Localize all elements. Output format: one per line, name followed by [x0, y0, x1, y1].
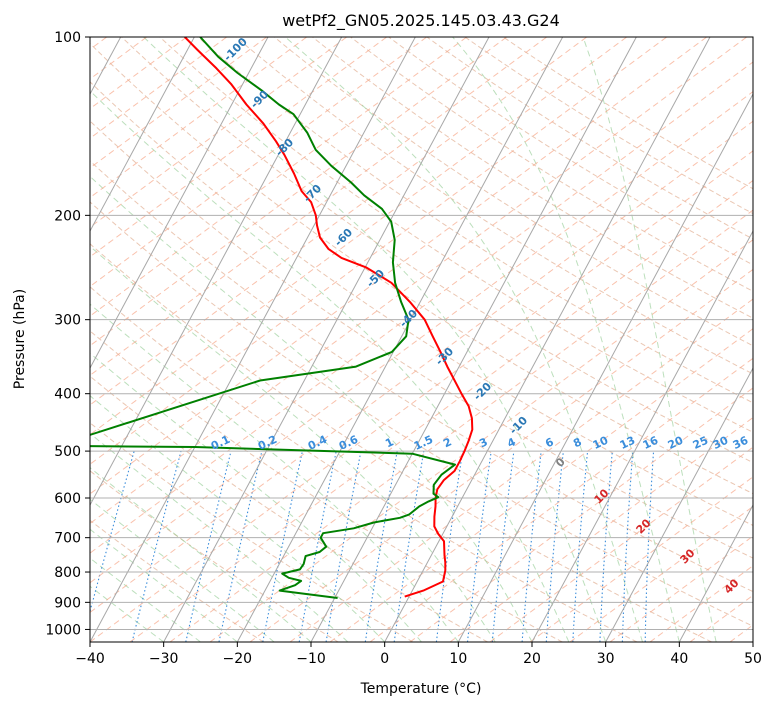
- dry-adiabat: [159, 37, 753, 433]
- x-tick-label: −30: [149, 651, 179, 667]
- moist-adiabat: [90, 352, 422, 642]
- y-tick-label: 1000: [45, 622, 81, 638]
- moist-adiabat: [143, 37, 607, 642]
- isotherm-line: [90, 37, 195, 233]
- isotherm-line: [457, 92, 753, 642]
- x-axis-ticks: −40 −30 −20 −10 0 10 20 30 40 50: [75, 642, 762, 667]
- y-tick-label: 400: [54, 387, 81, 403]
- moist-adiabat: [90, 303, 459, 642]
- isotherm-line: [90, 37, 343, 507]
- mixing-ratio-line: [545, 451, 564, 642]
- y-tick-label: 800: [54, 565, 81, 581]
- moist-adiabat: [284, 37, 643, 642]
- isotherm-line: [90, 37, 416, 642]
- dry-adiabat: [197, 37, 753, 404]
- y-axis-ticks: 100 200 300 400 500 600 700 800 900 1000: [45, 30, 90, 638]
- dry-adiabat: [350, 37, 753, 292]
- x-tick-label: 0: [380, 651, 389, 667]
- x-tick-label: −10: [296, 651, 326, 667]
- plot-series-layer: [90, 37, 474, 599]
- x-tick-label: 30: [597, 651, 615, 667]
- dry-adiabat: [90, 286, 638, 642]
- mixing-ratio-line: [90, 450, 135, 614]
- x-tick-label: 10: [449, 651, 467, 667]
- x-tick-label: 40: [670, 651, 688, 667]
- isotherm-line: [605, 366, 753, 642]
- isotherm-line: [236, 37, 564, 642]
- dry-adiabat: [121, 37, 753, 464]
- moist-adiabat: [90, 432, 349, 642]
- dry-adiabat: [90, 519, 264, 642]
- x-tick-label: 20: [523, 651, 541, 667]
- mixing-ratio-line: [185, 450, 232, 642]
- x-tick-label: 50: [744, 651, 762, 667]
- mixing-ratio-line: [466, 451, 492, 642]
- dry-adiabat: [90, 422, 414, 642]
- x-tick-label: −20: [223, 651, 253, 667]
- mixing-ratio-label: 30: [711, 434, 731, 452]
- moist-adiabat: [90, 245, 496, 642]
- chart-title: wetPf2_GN05.2025.145.03.43.G24: [282, 11, 560, 31]
- y-tick-label: 600: [54, 491, 81, 507]
- mixing-ratio-line: [393, 451, 425, 642]
- mixing-ratio-label: 25: [691, 434, 710, 452]
- dry-adiabat: [90, 470, 339, 642]
- dry-adiabat: [90, 160, 753, 593]
- dry-adiabat: [312, 37, 753, 319]
- moist-adiabat: [452, 37, 680, 642]
- mixing-ratio-line: [491, 451, 515, 642]
- x-axis-label: Temperature (°C): [360, 681, 482, 697]
- x-tick-label: −40: [75, 651, 105, 667]
- mixing-ratio-label: 13: [618, 434, 637, 452]
- moist-adiabat: [90, 498, 275, 642]
- mixing-ratio-label: 10: [591, 434, 611, 452]
- isotherm-line: [310, 37, 637, 642]
- y-tick-label: 200: [54, 208, 81, 224]
- mixing-ratio-line: [218, 450, 263, 642]
- temperature-trace: [184, 37, 474, 598]
- dry-adiabat: [90, 243, 712, 642]
- moist-adiabat: [90, 467, 312, 642]
- isotherm-line: [90, 37, 269, 370]
- y-tick-label: 500: [54, 444, 81, 460]
- isotherm-line: [678, 503, 753, 642]
- isotherm-line: [163, 37, 490, 642]
- mixing-ratio-line: [435, 451, 464, 642]
- plot-frame: [89, 36, 754, 643]
- y-axis-label: Pressure (hPa): [12, 289, 28, 389]
- y-tick-label: 100: [54, 30, 81, 46]
- moist-adiabat: [90, 528, 238, 642]
- mixing-ratio-line: [521, 451, 542, 642]
- isotherm-line: [531, 229, 753, 642]
- moist-adiabat: [90, 90, 570, 642]
- mixing-ratio-label: 16: [641, 434, 661, 452]
- dry-adiabat: [90, 201, 753, 627]
- y-tick-label: 900: [54, 595, 81, 611]
- mixing-ratio-label: 36: [731, 434, 751, 452]
- mixing-ratio-label: 20: [666, 434, 686, 452]
- y-tick-label: 300: [54, 313, 81, 329]
- y-tick-label: 700: [54, 531, 81, 547]
- isotherm-line: [384, 37, 711, 642]
- dry-adiabat: [90, 81, 753, 527]
- dewpoint-trace: [90, 37, 456, 599]
